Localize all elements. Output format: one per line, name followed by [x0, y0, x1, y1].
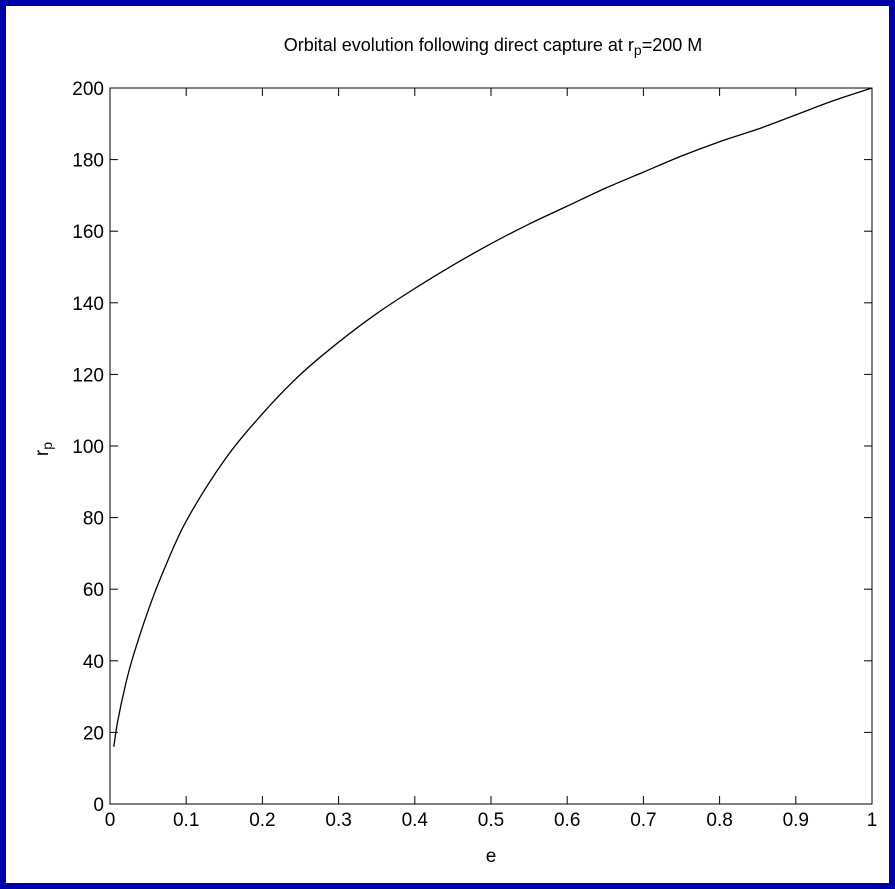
x-tick-label: 0.4	[402, 810, 429, 831]
y-tick-label: 140	[72, 294, 104, 315]
y-tick-label: 80	[83, 509, 104, 530]
y-tick-label: 100	[72, 437, 104, 458]
x-tick-label: 0.2	[249, 810, 275, 831]
y-tick-label: 40	[83, 652, 104, 673]
y-tick-label: 20	[83, 723, 104, 744]
x-tick-label: 0.7	[630, 810, 656, 831]
x-tick-label: 1	[867, 810, 878, 831]
x-tick-label: 0.1	[173, 810, 199, 831]
x-tick-label: 0	[105, 810, 116, 831]
y-tick-label: 0	[93, 795, 104, 816]
y-tick-label: 160	[72, 222, 104, 243]
x-axis-label: e	[486, 846, 497, 867]
y-tick-label: 60	[83, 580, 104, 601]
x-tick-label: 0.8	[706, 810, 732, 831]
y-tick-label: 180	[72, 151, 104, 172]
x-tick-label: 0.6	[554, 810, 580, 831]
x-tick-label: 0.9	[783, 810, 809, 831]
x-tick-label: 0.3	[325, 810, 351, 831]
chart-title: Orbital evolution following direct captu…	[284, 35, 703, 58]
series-line	[113, 87, 873, 747]
y-tick-label: 200	[72, 79, 104, 100]
y-tick-label: 120	[72, 365, 104, 386]
y-axis-label: rp	[32, 442, 55, 456]
figure-frame: Orbital evolution following direct captu…	[6, 6, 889, 883]
x-tick-label: 0.5	[478, 810, 504, 831]
chart: Orbital evolution following direct captu…	[32, 35, 878, 867]
axes-box	[109, 87, 873, 805]
